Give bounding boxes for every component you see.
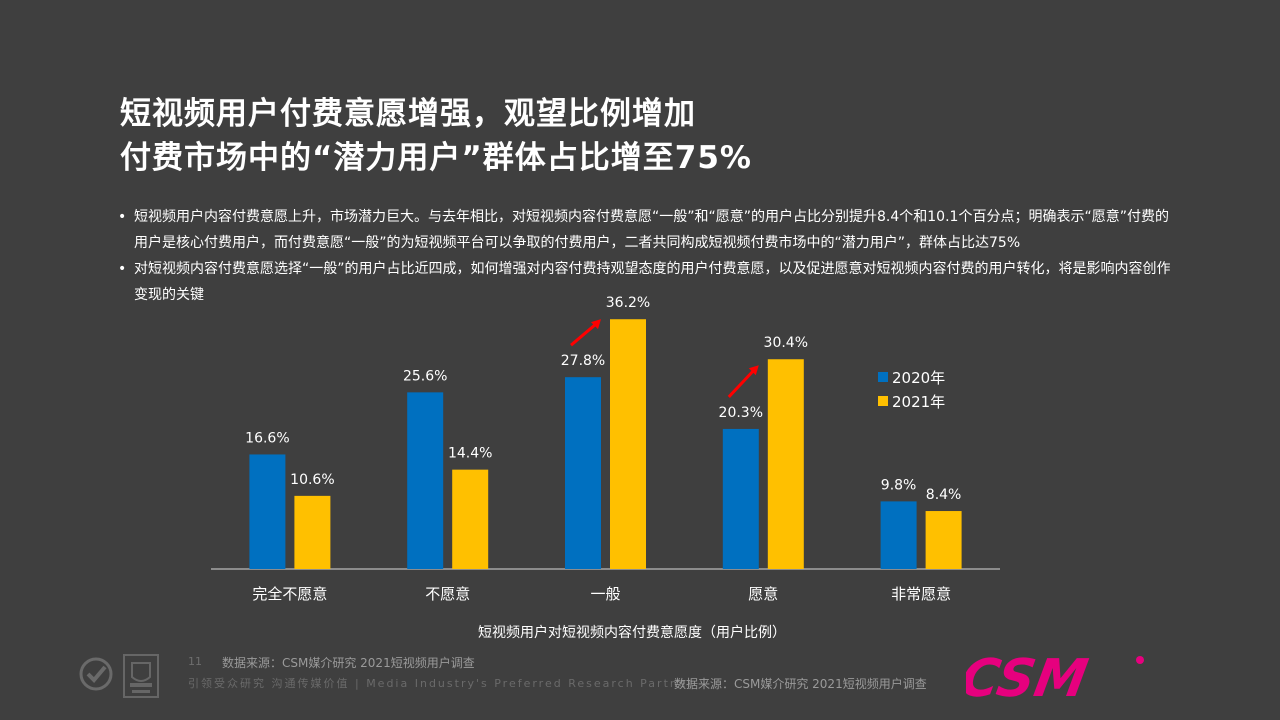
- title-line-2: 付费市场中的“潜力用户”群体占比增至75%: [120, 140, 752, 176]
- bar-2020: [565, 377, 601, 569]
- footer-source-right: 数据来源：CSM媒介研究 2021短视频用户调查: [674, 677, 927, 691]
- data-label: 14.4%: [448, 446, 492, 462]
- footer-source-left: 数据来源：CSM媒介研究 2021短视频用户调查: [222, 656, 475, 670]
- increase-arrow-head: [748, 365, 759, 376]
- data-label: 27.8%: [561, 353, 605, 369]
- footer-slogan: 引领受众研究 沟通传媒价值 | Media Industry's Preferr…: [188, 677, 695, 690]
- data-label: 30.4%: [764, 335, 808, 351]
- bar-2020: [249, 454, 286, 569]
- increase-arrow-head: [591, 319, 601, 330]
- data-label: 8.4%: [926, 487, 962, 503]
- increase-arrow: [727, 368, 756, 398]
- csm-logo: CSM: [956, 648, 1148, 709]
- bar-2021: [294, 495, 331, 569]
- bullet-item-2: 对短视频内容付费意愿选择“一般”的用户占比近四成，如何增强对内容付费持观望态度的…: [118, 256, 1178, 308]
- x-tick-label: 一般: [590, 585, 620, 603]
- bar-2021: [925, 511, 962, 569]
- increase-arrow: [570, 322, 598, 347]
- legend-swatch-2020: [878, 372, 888, 382]
- x-tick-label: 非常愿意: [891, 585, 951, 603]
- page-title: 短视频用户付费意愿增强，观望比例增加 付费市场中的“潜力用户”群体占比增至75%: [120, 92, 1180, 180]
- bar-2021: [452, 469, 489, 569]
- bar-2020: [722, 428, 759, 569]
- x-tick-label: 完全不愿意: [252, 585, 327, 603]
- bar-2021: [767, 359, 804, 569]
- ukas-badge-icon: [122, 653, 160, 703]
- legend-swatch-2021: [878, 396, 888, 406]
- data-label: 25.6%: [403, 368, 447, 384]
- page-number: 11: [188, 655, 202, 668]
- bar-2021: [610, 319, 646, 569]
- title-line-1: 短视频用户付费意愿增强，观望比例增加: [120, 96, 696, 132]
- bullet-list: 短视频用户内容付费意愿上升，市场潜力巨大。与去年相比，对短视频内容付费意愿“一般…: [118, 204, 1178, 308]
- x-tick-label: 不愿意: [425, 585, 470, 603]
- chart-caption: 短视频用户对短视频内容付费意愿度（用户比例）: [478, 625, 786, 641]
- certification-badge-icon: [76, 654, 116, 698]
- bar-2020: [880, 501, 917, 569]
- data-label: 36.2%: [606, 295, 650, 311]
- bar-2020: [407, 392, 444, 569]
- legend-label-2021: 2021年: [892, 393, 945, 411]
- bullet-item-1: 短视频用户内容付费意愿上升，市场潜力巨大。与去年相比，对短视频内容付费意愿“一般…: [118, 204, 1178, 256]
- data-label: 20.3%: [719, 405, 763, 421]
- data-label: 10.6%: [290, 472, 334, 488]
- data-label: 16.6%: [245, 430, 289, 446]
- data-label: 9.8%: [881, 477, 917, 493]
- x-tick-label: 愿意: [748, 585, 778, 603]
- legend-label-2020: 2020年: [892, 369, 945, 387]
- csm-logo-text: CSM: [966, 652, 1092, 704]
